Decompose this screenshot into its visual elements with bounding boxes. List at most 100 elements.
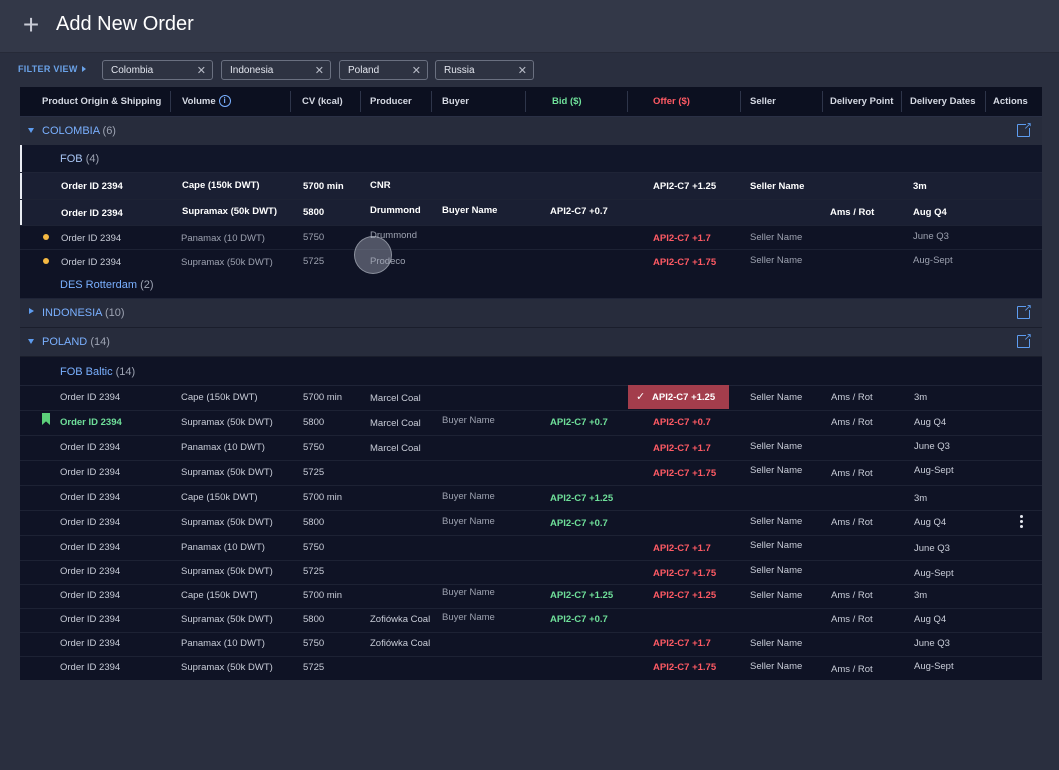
- col-buyer[interactable]: Buyer: [442, 96, 469, 107]
- caret-right-icon[interactable]: [82, 66, 86, 72]
- table-row[interactable]: Order ID 2394 Supramax (50k DWT) 5800 Zo…: [20, 608, 1042, 633]
- cell-delivery-dates: Aug-Sept: [914, 661, 954, 672]
- cell-cv: 5800: [303, 614, 325, 625]
- cell-delivery-point: Ams / Rot: [830, 207, 875, 218]
- table-row[interactable]: Order ID 2394 Cape (150k DWT) 5700 min B…: [20, 485, 1042, 511]
- filter-chip-indonesia[interactable]: Indonesia ✕: [221, 60, 331, 80]
- cell-producer: Marcel Coal: [370, 443, 421, 454]
- cell-bid[interactable]: API2-C7 +0.7: [550, 614, 608, 625]
- cell-bid[interactable]: API2-C7 +0.7: [550, 206, 608, 217]
- cell-delivery-dates: June Q3: [913, 231, 949, 242]
- col-delivery-point[interactable]: Delivery Point: [830, 96, 894, 107]
- cell-offer[interactable]: API2-C7 +1.7: [653, 233, 711, 244]
- cell-delivery-dates: 3m: [914, 392, 928, 403]
- cell-order[interactable]: Order ID 2394: [60, 590, 121, 601]
- cell-order[interactable]: Order ID 2394: [60, 392, 121, 403]
- table-row[interactable]: Order ID 2394 Panamax (10 DWT) 5750 Drum…: [20, 225, 1042, 250]
- more-actions-icon[interactable]: [1020, 515, 1023, 529]
- table-row[interactable]: Order ID 2394 Supramax (50k DWT) 5800 Ma…: [20, 410, 1042, 436]
- table-row[interactable]: Order ID 2394 Panamax (10 DWT) 5750 Marc…: [20, 435, 1042, 461]
- filter-view-label[interactable]: FILTER VIEW: [18, 64, 78, 74]
- table-row[interactable]: Order ID 2394 Cape (150k DWT) 5700 min M…: [20, 385, 1042, 411]
- group-count: (6): [102, 125, 116, 137]
- cell-offer[interactable]: API2-C7 +1.75: [653, 257, 717, 268]
- cell-bid[interactable]: API2-C7 +0.7: [550, 417, 608, 428]
- cell-seller: Seller Name: [750, 638, 803, 649]
- export-icon[interactable]: [1017, 304, 1032, 319]
- col-producer[interactable]: Producer: [370, 96, 412, 107]
- cell-order[interactable]: Order ID 2394: [60, 662, 121, 673]
- export-icon[interactable]: [1017, 122, 1032, 137]
- cell-offer[interactable]: API2-C7 +1.25: [653, 181, 717, 192]
- add-icon[interactable]: +: [22, 9, 40, 40]
- cell-order[interactable]: Order ID 2394: [60, 638, 121, 649]
- caret-down-icon[interactable]: [28, 339, 34, 344]
- close-icon[interactable]: ✕: [517, 65, 527, 77]
- subgroup-row-fob-baltic[interactable]: FOB Baltic (14): [20, 357, 1042, 386]
- cell-order[interactable]: Order ID 2394: [61, 257, 122, 268]
- table-row[interactable]: Order ID 2394 Supramax (50k DWT) 5725 Pr…: [20, 249, 1042, 274]
- table-row[interactable]: Order ID 2394 Cape (150k DWT) 5700 min B…: [20, 584, 1042, 609]
- subgroup-name: FOB: [60, 153, 83, 165]
- cell-offer[interactable]: API2-C7 +1.7: [653, 443, 711, 454]
- group-row-indonesia[interactable]: INDONESIA (10) ↗: [20, 299, 1042, 328]
- subgroup-name: FOB Baltic: [60, 366, 113, 378]
- col-bid[interactable]: Bid ($): [552, 96, 582, 107]
- group-row-colombia[interactable]: COLOMBIA (6) ↗: [20, 117, 1042, 146]
- cell-producer: CNR: [370, 180, 391, 191]
- cell-offer[interactable]: API2-C7 +1.75: [653, 662, 717, 673]
- cell-offer[interactable]: API2-C7 +1.7: [653, 543, 711, 554]
- info-icon[interactable]: i: [218, 95, 231, 108]
- close-icon[interactable]: ✕: [411, 65, 421, 77]
- cell-bid[interactable]: API2-C7 +1.25: [550, 493, 614, 504]
- table-row[interactable]: Order ID 2394 Supramax (50k DWT) 5725 AP…: [20, 656, 1042, 680]
- export-icon[interactable]: [1017, 333, 1032, 348]
- table-row[interactable]: Order ID 2394 Supramax (50k DWT) 5800 Dr…: [20, 200, 1042, 226]
- cell-order[interactable]: Order ID 2394: [61, 233, 122, 244]
- export-arrow-icon: ↗: [1023, 121, 1032, 132]
- cell-order[interactable]: Order ID 2394: [60, 467, 121, 478]
- table-row[interactable]: Order ID 2394 Supramax (50k DWT) 5725 AP…: [20, 460, 1042, 486]
- cell-offer[interactable]: API2-C7 +1.75: [653, 568, 717, 579]
- table-row[interactable]: Order ID 2394 Supramax (50k DWT) 5800 Bu…: [20, 510, 1042, 536]
- selected-offer-cell[interactable]: ✓ API2-C7 +1.25: [628, 385, 729, 409]
- cell-offer[interactable]: API2-C7 +1.75: [653, 468, 717, 479]
- bookmark-icon[interactable]: [42, 413, 50, 425]
- cell-bid[interactable]: API2-C7 +0.7: [550, 518, 608, 529]
- cell-order[interactable]: Order ID 2394: [60, 517, 121, 528]
- col-offer[interactable]: Offer ($): [653, 96, 690, 107]
- close-icon[interactable]: ✕: [314, 65, 324, 77]
- cell-offer[interactable]: API2-C7 +1.7: [653, 638, 711, 649]
- group-row-poland[interactable]: POLAND (14) ↗: [20, 328, 1042, 357]
- cell-order[interactable]: Order ID 2394: [60, 492, 121, 503]
- col-seller[interactable]: Seller: [750, 96, 776, 107]
- cell-bid[interactable]: API2-C7 +1.25: [550, 590, 614, 601]
- cell-offer[interactable]: API2-C7 +1.25: [653, 590, 717, 601]
- col-volume[interactable]: Volume i: [182, 87, 231, 116]
- cell-volume: Cape (150k DWT): [181, 392, 258, 403]
- cell-order[interactable]: Order ID 2394: [60, 542, 121, 553]
- cell-offer[interactable]: API2-C7 +0.7: [653, 417, 711, 428]
- cell-order[interactable]: Order ID 2394: [61, 181, 123, 192]
- cell-order[interactable]: Order ID 2394: [60, 442, 121, 453]
- table-row[interactable]: Order ID 2394 Panamax (10 DWT) 5750 API2…: [20, 535, 1042, 561]
- caret-right-icon[interactable]: [29, 308, 34, 314]
- col-cv[interactable]: CV (kcal): [302, 96, 343, 107]
- cell-order[interactable]: Order ID 2394: [60, 417, 122, 428]
- cell-order[interactable]: Order ID 2394: [60, 566, 121, 577]
- cell-order[interactable]: Order ID 2394: [60, 614, 121, 625]
- cell-seller: Seller Name: [750, 590, 803, 601]
- filter-chip-colombia[interactable]: Colombia ✕: [102, 60, 213, 80]
- cell-order[interactable]: Order ID 2394: [61, 208, 123, 219]
- col-origin[interactable]: Product Origin & Shipping: [42, 96, 162, 107]
- subgroup-row-fob[interactable]: FOB (4): [20, 145, 1042, 173]
- col-delivery-dates[interactable]: Delivery Dates: [910, 96, 976, 107]
- table-row[interactable]: Order ID 2394 Panamax (10 DWT) 5750 Zofi…: [20, 632, 1042, 657]
- close-icon[interactable]: ✕: [196, 65, 206, 77]
- subgroup-row-des[interactable]: DES Rotterdam (2): [20, 273, 1042, 299]
- caret-down-icon[interactable]: [28, 128, 34, 133]
- table-row[interactable]: Order ID 2394 Supramax (50k DWT) 5725 AP…: [20, 560, 1042, 585]
- filter-chip-poland[interactable]: Poland ✕: [339, 60, 428, 80]
- table-row[interactable]: Order ID 2394 Cape (150k DWT) 5700 min C…: [20, 173, 1042, 200]
- filter-chip-russia[interactable]: Russia ✕: [435, 60, 534, 80]
